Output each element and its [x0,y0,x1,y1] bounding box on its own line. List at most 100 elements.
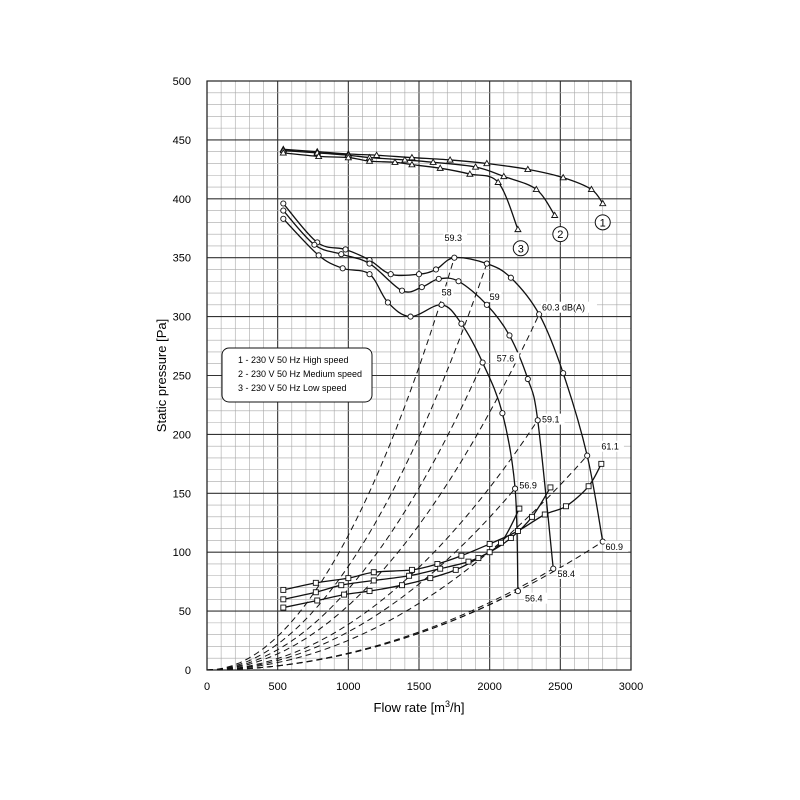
series-line-1 [283,149,556,216]
data-point-square [312,579,319,586]
dashed-system-curve-18 [206,541,604,671]
sound-level-label: 59 [490,292,500,302]
data-point-circle [599,538,606,545]
data-point-triangle [559,173,567,181]
data-point-square [498,539,504,546]
data-point-circle [366,260,373,267]
data-point-circle [479,359,486,366]
data-point-circle [280,200,287,207]
annotation-background [600,440,624,452]
sound-level-label: 57.6 [497,353,515,363]
x-axis-title: Flow rate [m3/h] [374,699,465,715]
sound-level-label: 61.1 [601,442,619,452]
series-line-3 [282,203,604,542]
dashed-system-curve-13 [206,419,539,671]
data-point-circle [438,301,445,308]
data-point-circle [415,271,423,278]
data-point-square [345,575,352,582]
sound-level-label: 56.9 [519,481,537,491]
y-tick-label: 250 [173,371,191,383]
dashed-system-curve-16 [206,568,554,671]
dashed-system-curve-9 [206,257,455,671]
data-point-square [280,604,287,611]
data-point-circle [366,271,373,278]
sound-level-label: 59.1 [542,415,560,425]
sound-level-label: 56.4 [525,594,543,604]
data-point-square [408,566,415,573]
data-point-triangle [408,160,416,168]
data-point-circle [536,311,543,318]
data-point-circle [506,332,513,339]
curve-number-label: 3 [518,243,524,255]
data-point-circle [342,246,349,253]
data-point-triangle [401,156,409,163]
data-point-triangle [524,165,532,172]
data-point-triangle [429,158,437,165]
annotation-background [488,291,502,303]
x-tick-label: 1000 [336,681,360,693]
curve-number-label: 1 [600,217,606,229]
y-tick-label: 450 [173,135,191,147]
y-tick-label: 0 [185,665,191,677]
annotation-background [518,479,542,491]
data-point-square [563,503,569,510]
data-point-circle [455,278,462,285]
curve-number-label: 2 [557,229,563,241]
data-point-triangle [408,153,416,161]
annotation-background [540,413,565,425]
legend: 1 - 230 V 50 Hz High speed 2 - 230 V 50 H… [221,347,373,403]
data-point-triangle [446,156,454,163]
data-point-square [529,513,536,520]
data-point-circle [584,452,591,459]
y-tick-label: 50 [179,606,191,618]
data-point-circle [483,260,490,267]
sound-level-label: 58.4 [558,569,576,579]
data-point-square [598,460,605,467]
sound-level-annotations: 59.3 59 58 60.3 dB(A) 57.6 59.1 61.1 56.9 60.9 58… [440,232,629,604]
legend-box [221,347,373,403]
annotation-background [540,301,597,313]
data-point-triangle [500,172,508,180]
data-point-square [541,511,548,518]
data-point-circle [514,588,521,595]
axes: 0 500 1000 1500 2000 2500 30000501001502002503… [154,76,643,715]
data-point-square [406,572,413,579]
y-axis-title: Static pressure [Pa] [154,319,169,432]
data-point-circle [280,207,287,214]
legend-entry: 1 - 230 V 50 Hz High speed [238,355,349,365]
data-point-square [458,552,465,559]
sound-level-label: 59.3 [444,233,462,243]
y-tick-label: 400 [173,194,191,206]
data-point-square [280,586,287,593]
plot-frame [206,80,632,671]
data-point-square [465,558,472,565]
sound-level-label: 58 [442,287,452,297]
x-tick-label: 3000 [619,681,643,693]
annotation-background [443,232,468,244]
data-point-triangle [372,151,381,158]
data-point-square [366,588,373,595]
annotation-background [524,592,548,604]
data-point-circle [432,266,440,273]
x-tick-label: 500 [268,681,286,693]
data-point-triangle [279,148,288,156]
data-point-square [427,575,434,582]
data-point-circle [418,284,425,291]
data-point-triangle [344,153,353,161]
y-tick-label: 300 [173,312,191,324]
data-point-circle [483,301,490,308]
data-point-triangle [391,158,399,165]
series-line-2 [283,152,519,230]
curve-number-marker: 1 [594,214,611,231]
annotation-background [495,352,520,364]
data-point-circle [387,271,394,278]
dashed-system-curve-10 [206,263,488,671]
y-tick-label: 150 [173,488,191,500]
data-point-square [486,541,493,547]
y-tick-label: 100 [173,547,191,559]
data-point-circle [507,274,514,281]
data-point-square [437,565,444,572]
x-tick-label: 0 [204,681,210,693]
data-point-square [507,535,514,542]
